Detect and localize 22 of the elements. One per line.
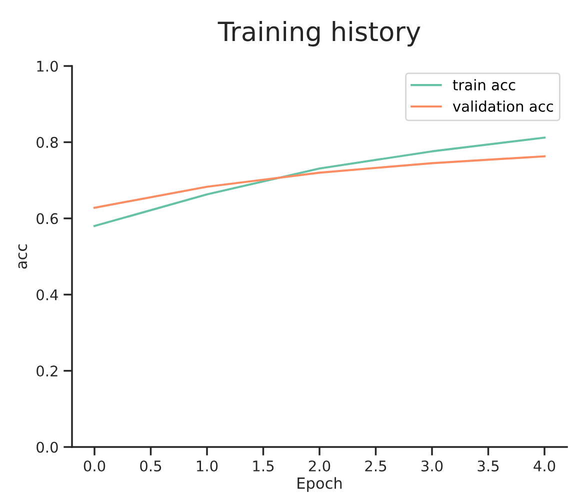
line-series: [93, 155, 546, 209]
x-tick-label: 2.0: [308, 460, 330, 472]
x-tick-label: 0.0: [84, 460, 106, 472]
x-tick-label: 0.5: [140, 460, 162, 472]
y-tick-label: 0.6: [36, 213, 58, 224]
legend-label: validation acc: [452, 100, 553, 112]
line-series: [93, 136, 546, 228]
y-tick-label: 0.4: [36, 289, 58, 300]
x-tick-label: 1.0: [197, 460, 218, 472]
x-axis-title: Epoch: [298, 477, 342, 492]
y-tick-label: 1.0: [37, 60, 58, 72]
y-tick-label: 0.0: [36, 442, 58, 453]
x-tick-label: 3.0: [422, 460, 443, 472]
chart-title: Training history: [218, 20, 420, 46]
y-tick-label: 0.8: [36, 136, 58, 148]
y-axis-title: acc: [18, 244, 28, 269]
legend-label: train acc: [452, 79, 516, 90]
x-tick-label: 2.5: [365, 460, 386, 472]
x-tick-label: 4.0: [534, 460, 556, 472]
x-tick-label: 1.5: [253, 460, 274, 472]
x-tick-label: 3.5: [478, 460, 499, 472]
y-tick-label: 0.2: [36, 366, 58, 377]
